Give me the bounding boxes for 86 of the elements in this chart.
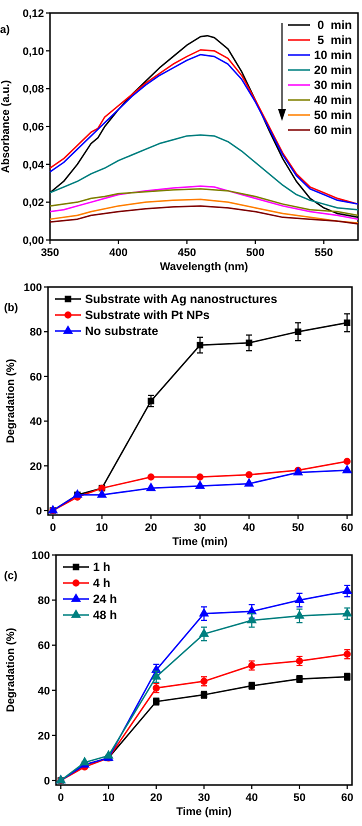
legend-label: 30 min	[314, 78, 352, 92]
x-tick-label: 40	[242, 522, 256, 534]
x-tick-label: 350	[40, 247, 60, 259]
point	[199, 628, 209, 637]
text: (b)	[4, 302, 18, 314]
x-tick-label: 40	[246, 792, 258, 804]
x-tick-label: 30	[194, 522, 206, 534]
y-tick-label: 0,12	[22, 8, 44, 20]
x-tick-label: 50	[292, 522, 304, 534]
y-tick-label: 60	[30, 371, 42, 384]
x-tick-label: 400	[109, 247, 128, 259]
point	[245, 471, 253, 478]
x-tick-label: 10	[102, 792, 115, 804]
point	[246, 340, 252, 346]
point	[152, 684, 160, 692]
x-axis-title: Time (min)	[172, 536, 228, 548]
x-tick-label: 20	[144, 522, 158, 534]
y-axis-title: Absorbance (a.u.)	[0, 80, 12, 173]
line-series	[49, 198, 359, 224]
legend-label: 10 min	[314, 48, 352, 62]
point	[294, 328, 302, 335]
point	[196, 473, 204, 481]
y-tick-label: 80	[30, 326, 42, 339]
text: a)	[0, 24, 10, 36]
point	[196, 342, 204, 348]
point	[148, 398, 154, 404]
y-tick-label: 20	[38, 730, 50, 742]
y-tick-label: 100	[32, 550, 50, 562]
point	[342, 608, 352, 617]
x-tick-label: 50	[293, 792, 306, 804]
x-tick-label: 20	[150, 792, 162, 804]
point	[342, 586, 352, 594]
point	[244, 478, 254, 487]
y-tick-label: 40	[30, 416, 42, 428]
legend-label: 0 min	[317, 18, 352, 32]
y-tick-label: 0	[44, 775, 50, 788]
legend-label: 4 h	[93, 576, 110, 590]
y-tick-label: 80	[38, 595, 50, 608]
x-axis-title: Wavelength (nm)	[160, 261, 248, 273]
y-tick-label: 60	[38, 640, 50, 652]
y-tick-label: 0,00	[22, 235, 44, 247]
legend-label: 5 min	[314, 33, 352, 47]
y-tick-label: 0,02	[22, 197, 44, 210]
legend-label: No substrate	[85, 324, 159, 338]
text: (c)	[4, 570, 18, 582]
legend-label: Substrate with Ag nanostructures	[85, 292, 278, 306]
y-tick-label: 0,06	[22, 122, 44, 134]
point	[80, 757, 90, 766]
line-series	[49, 205, 359, 225]
legend-label: 60 min	[314, 123, 352, 137]
point	[195, 480, 205, 489]
y-tick-label: 0	[36, 506, 42, 518]
legend-label: Substrate with Pt NPs	[85, 308, 210, 322]
point	[344, 320, 350, 326]
legend-label: 40 min	[314, 93, 352, 107]
y-tick-label: 20	[30, 460, 42, 473]
point	[344, 458, 351, 465]
line-series	[49, 134, 359, 210]
y-tick-label: 40	[38, 685, 50, 698]
point	[294, 610, 304, 619]
x-tick-label: 60	[341, 792, 354, 804]
point	[199, 608, 209, 617]
y-tick-label: 0,08	[22, 84, 44, 96]
legend-label: 50 min	[314, 108, 352, 122]
x-tick-label: 60	[340, 522, 354, 534]
legend-label: 24 h	[93, 592, 118, 606]
y-tick-label: 100	[24, 282, 42, 294]
legend-label: 48 h	[93, 608, 118, 622]
point	[147, 473, 155, 481]
y-tick-label: 0,10	[22, 46, 44, 58]
x-tick-label: 10	[96, 522, 108, 534]
point	[294, 594, 304, 603]
legend-label: 20 min	[314, 63, 352, 77]
legend-label: 1 h	[93, 560, 110, 574]
point	[97, 490, 107, 498]
y-tick-label: 0,04	[22, 159, 45, 172]
x-tick-label: 30	[198, 792, 210, 804]
x-tick-label: 500	[246, 247, 265, 259]
x-tick-label: 450	[178, 247, 196, 259]
point	[342, 464, 352, 474]
y-axis-title: Degradation (%)	[5, 628, 17, 712]
point	[146, 482, 156, 492]
x-tick-label: 550	[314, 247, 333, 259]
y-axis-title: Degradation (%)	[5, 358, 17, 444]
x-axis-title: Time (min)	[176, 806, 232, 818]
x-tick-label: 0	[58, 792, 64, 804]
